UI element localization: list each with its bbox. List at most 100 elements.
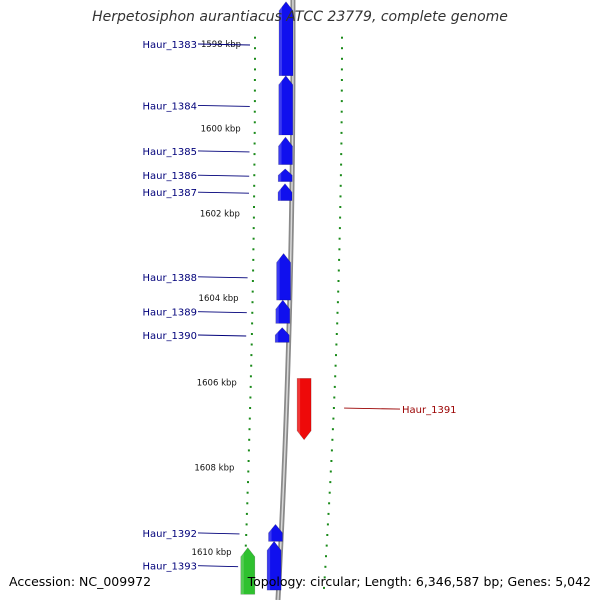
ruler-minor-tick (246, 491, 249, 494)
ruler-minor-tick (338, 248, 341, 251)
ruler-label: 1598 kbp (201, 40, 241, 50)
gene-label-haur-1390: Haur_1390 (142, 331, 197, 342)
ruler-minor-tick (340, 110, 343, 113)
ruler-minor-tick (339, 206, 342, 208)
ruler-minor-tick (325, 544, 328, 547)
gene-arrow-haur-1392 (268, 523, 283, 542)
ruler-minor-tick (338, 258, 341, 261)
ruler-minor-tick (337, 290, 340, 293)
gene-leader-line (197, 150, 250, 153)
gene-leader-line (197, 191, 250, 194)
gene-arrow-haur-1389 (275, 299, 291, 324)
ruler-minor-tick (329, 470, 332, 473)
ruler-minor-tick (340, 142, 343, 145)
ruler-minor-tick (341, 36, 343, 39)
ruler-minor-tick (250, 364, 253, 367)
ruler-minor-tick (328, 491, 331, 494)
ruler-minor-tick (336, 322, 339, 325)
ruler-minor-tick (327, 512, 330, 515)
ruler-minor-tick (254, 47, 256, 50)
ruler-minor-tick (251, 322, 254, 325)
ruler-minor-tick (254, 57, 256, 60)
gene-layer (240, 1, 312, 595)
ruler-minor-tick (340, 89, 343, 92)
gene-leader-line (344, 407, 401, 410)
ruler-minor-tick (244, 544, 247, 547)
gene-arrow-shade (297, 378, 301, 440)
ruler-minor-tick (253, 100, 256, 103)
ruler-minor-tick (248, 417, 251, 420)
ruler-minor-tick (338, 227, 341, 230)
ruler-minor-tick (340, 121, 343, 124)
gene-label-haur-1393: Haur_1393 (142, 562, 197, 573)
gene-arrow-haur-1390 (274, 327, 290, 343)
ruler-minor-tick (330, 449, 333, 452)
ruler-minor-tick (253, 195, 256, 198)
ruler-minor-tick (253, 184, 256, 187)
gene-arrow-haur-1383 (278, 1, 294, 76)
ruler-minor-tick (333, 396, 336, 399)
ruler-minor-tick (337, 280, 340, 282)
ruler-minor-tick (252, 269, 255, 272)
ruler-minor-tick (253, 163, 256, 166)
ruler-minor-tick (248, 438, 251, 441)
ruler-minor-tick (248, 428, 251, 431)
ruler-minor-tick (247, 460, 250, 462)
ruler-minor-tick (340, 68, 343, 71)
gene-arrow-haur-1393 (266, 540, 282, 591)
ruler-minor-tick (336, 301, 339, 304)
summary-text: Topology: circular; Length: 6,346,587 bp… (247, 574, 591, 589)
ruler-minor-tick (250, 333, 253, 335)
ruler-label: 1604 kbp (199, 294, 239, 304)
ruler-minor-tick (253, 153, 256, 156)
gene-arrow-shade (278, 183, 281, 201)
ruler-minor-tick (254, 68, 256, 71)
gene-label-haur-1385: Haur_1385 (142, 147, 197, 158)
gene-arrow-shade (267, 541, 271, 591)
gene-leader-line (197, 334, 247, 337)
ruler-minor-tick (249, 385, 252, 388)
ruler-minor-tick (336, 311, 339, 314)
gene-arrow-haur-1385 (278, 136, 293, 165)
gene-label-haur-1384: Haur_1384 (142, 101, 197, 112)
ruler-minor-tick (330, 460, 333, 462)
ruler-minor-tick (247, 481, 249, 484)
gene-arrow-shade (276, 253, 280, 301)
ruler-minor-tick (247, 449, 250, 452)
gene-label-haur-1386: Haur_1386 (142, 171, 197, 182)
gene-arrow-haur-1388 (276, 253, 291, 301)
gene-label-haur-1389: Haur_1389 (142, 308, 197, 319)
ruler-minor-tick (340, 100, 343, 103)
ruler-minor-tick (335, 343, 338, 346)
gene-arrow-shade (268, 524, 272, 542)
ruler-minor-tick (249, 396, 252, 399)
ruler-label: 1602 kbp (200, 209, 240, 219)
ruler-minor-tick (253, 89, 256, 92)
ruler-minor-tick (251, 301, 254, 304)
ruler-minor-tick (252, 216, 255, 219)
ruler-minor-tick (249, 375, 252, 378)
gene-arrow-haur-1391 (296, 378, 312, 441)
ruler-minor-tick (338, 237, 341, 240)
ruler-minor-tick (247, 470, 250, 473)
gene-arrow-shade (279, 1, 282, 76)
gene-arrow-shade (275, 300, 279, 324)
ruler-minor-tick (253, 121, 256, 124)
ruler-minor-tick (335, 333, 338, 335)
ruler-label: 1610 kbp (192, 548, 232, 558)
label-layer: Haur_1383 Haur_1384 Haur_1385 Haur_1386 Haur… (142, 40, 456, 573)
ruler-minor-tick (340, 131, 343, 134)
ruler-minor-tick (339, 174, 342, 177)
gene-arrow-shade (278, 168, 282, 182)
ruler-minor-tick (340, 163, 343, 166)
gene-arrow-shade (275, 327, 279, 343)
gene-leader-line (197, 532, 240, 535)
ruler-minor-tick (339, 195, 342, 198)
ruler-minor-tick (250, 354, 253, 357)
gene-label-haur-1391: Haur_1391 (402, 405, 457, 416)
ruler-minor-tick (254, 36, 256, 39)
ruler-minor-tick (252, 258, 255, 261)
ruler-minor-tick (329, 481, 332, 484)
gene-leader-line (197, 276, 248, 279)
